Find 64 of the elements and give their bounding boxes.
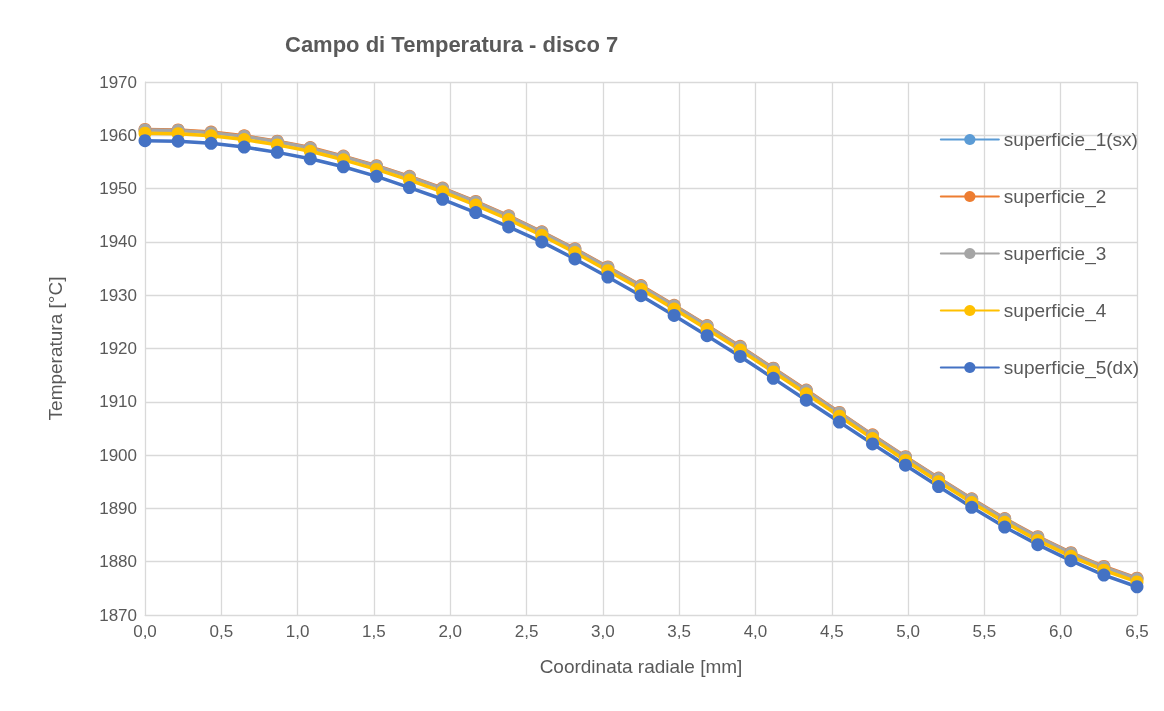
x-tick-label: 0,5 — [209, 622, 234, 641]
x-tick-label: 0,0 — [133, 622, 157, 641]
y-tick-label: 1910 — [99, 392, 137, 412]
point — [932, 480, 946, 494]
x-tick-label: 6,0 — [1048, 622, 1073, 641]
point — [634, 289, 648, 303]
point — [998, 520, 1012, 534]
x-tick-label: 6,5 — [1125, 622, 1149, 641]
legend-label: superficie_4 — [1003, 300, 1107, 322]
x-tick-label: 1,5 — [362, 622, 386, 641]
point — [370, 169, 384, 183]
point — [237, 140, 251, 154]
point — [733, 350, 747, 363]
x-tick-label: 4,0 — [743, 622, 768, 641]
point — [204, 136, 218, 150]
x-tick-label: 3,0 — [591, 622, 615, 641]
point — [1031, 538, 1045, 552]
y-tick-label: 1970 — [99, 72, 137, 92]
point — [436, 192, 450, 206]
x-tick-label: 1,0 — [285, 622, 310, 641]
y-tick-label: 1960 — [99, 125, 137, 145]
point — [270, 145, 284, 159]
y-tick-label: 1950 — [99, 179, 137, 199]
x-axis-title: Coordinata radiale [mm] — [539, 656, 743, 677]
x-tick-label: 3,5 — [667, 622, 691, 641]
x-tick-label: 2,5 — [514, 622, 539, 641]
point — [799, 393, 813, 407]
point — [1130, 580, 1144, 594]
y-tick-label: 1930 — [99, 285, 137, 305]
point — [171, 134, 185, 148]
x-tick-label: 5,5 — [972, 622, 997, 641]
point — [303, 152, 317, 166]
point — [1064, 554, 1078, 568]
x-tick-label: 2,0 — [438, 622, 463, 641]
y-tick-label: 1890 — [99, 498, 137, 518]
x-tick-label: 5,0 — [896, 622, 920, 641]
point — [535, 235, 549, 249]
point — [336, 160, 350, 174]
point — [899, 458, 912, 472]
y-tick-label: 1920 — [99, 339, 137, 358]
y-axis-title: Temperatura [°C] — [45, 276, 66, 421]
point — [502, 220, 516, 234]
y-tick-label: 1880 — [99, 552, 137, 572]
point — [601, 270, 615, 284]
point — [766, 371, 780, 385]
point — [469, 206, 483, 220]
point — [700, 329, 714, 343]
y-tick-label: 1900 — [99, 445, 137, 465]
legend-label: superficie_3 — [1003, 243, 1107, 265]
point — [667, 308, 681, 322]
point — [403, 181, 416, 195]
point — [138, 134, 152, 148]
legend-label: superficie_5(dx) — [1003, 357, 1139, 379]
chart-title: Campo di Temperatura - disco 7 — [285, 31, 619, 57]
point — [568, 252, 582, 266]
point — [1097, 568, 1111, 582]
y-tick-label: 1940 — [99, 232, 137, 252]
legend-label: superficie_1(sx) — [1003, 129, 1138, 151]
legend-label: superficie_2 — [1003, 186, 1107, 208]
point — [965, 500, 979, 514]
x-tick-label: 4,5 — [819, 622, 844, 641]
point — [866, 437, 880, 451]
point — [832, 415, 846, 429]
y-tick-label: 1870 — [99, 605, 137, 625]
